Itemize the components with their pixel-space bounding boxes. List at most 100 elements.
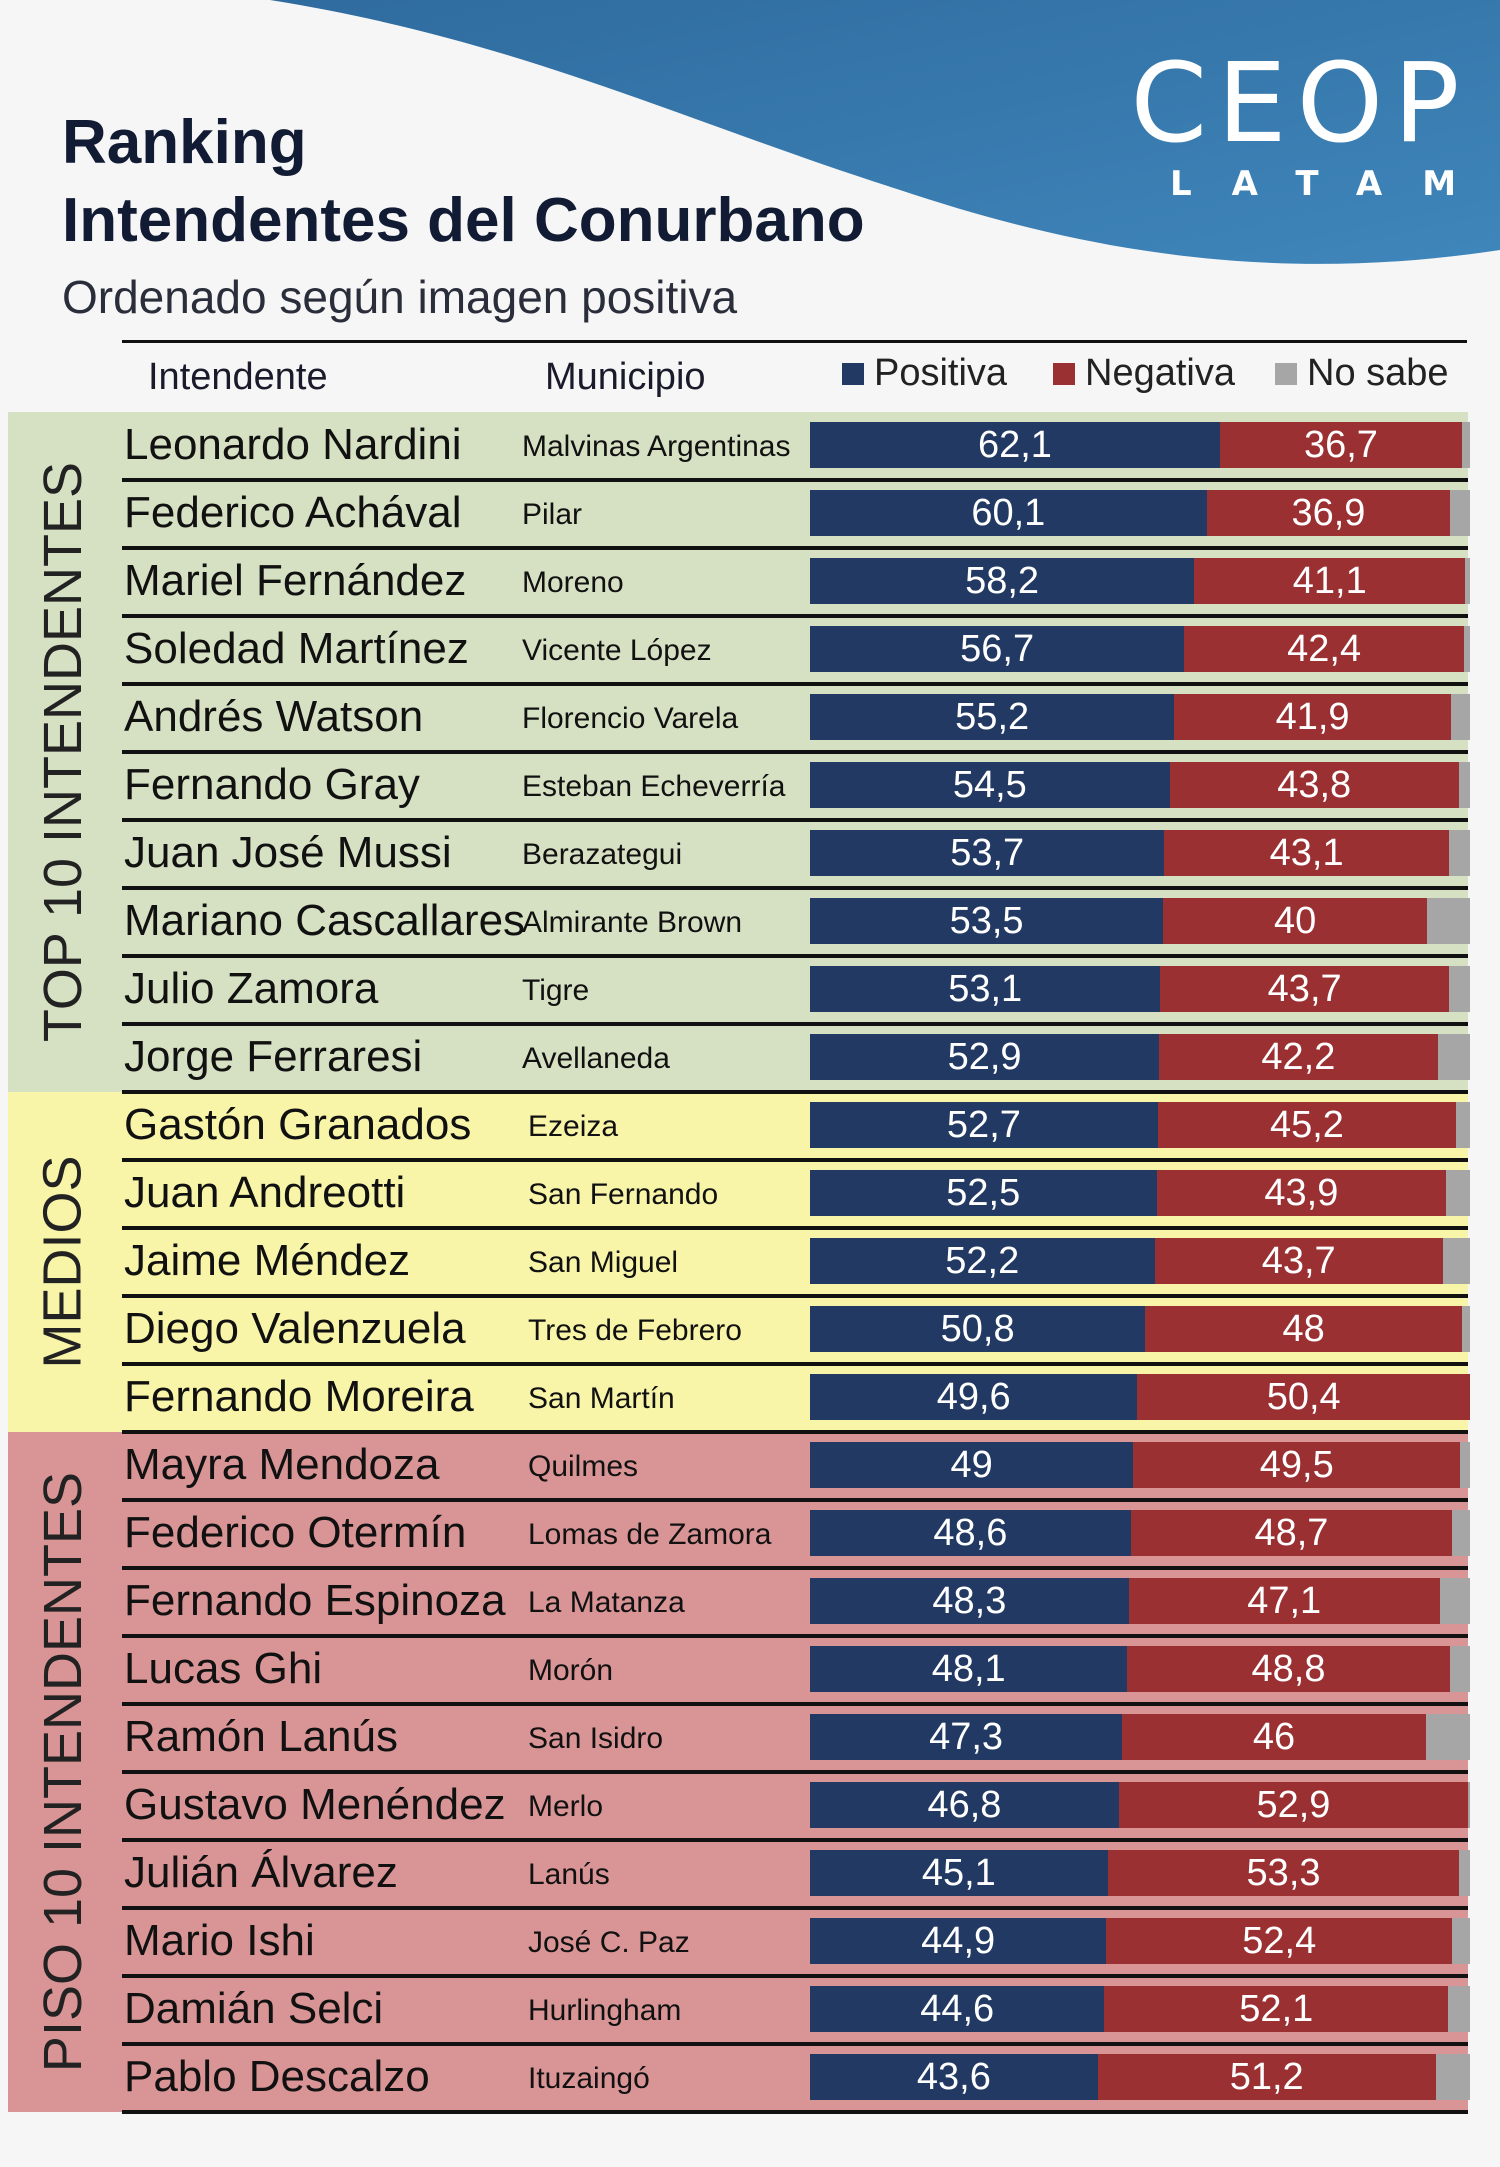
table-row: Juan Andreotti San Fernando 52,5 43,9 — [8, 1160, 1470, 1230]
municipio-name: Quilmes — [528, 1450, 639, 1483]
stacked-bar: 58,2 41,1 — [810, 558, 1470, 604]
row-divider — [122, 1294, 1468, 1298]
municipio-name: Almirante Brown — [522, 906, 743, 939]
intendente-name: Fernando Moreira — [124, 1372, 474, 1421]
bar-no-sabe — [1464, 626, 1470, 672]
bar-positiva: 50,8 — [810, 1306, 1146, 1352]
row-divider — [122, 1770, 1468, 1774]
bar-negativa: 48 — [1145, 1306, 1463, 1352]
bar-negativa: 43,8 — [1169, 762, 1459, 808]
bar-no-sabe — [1462, 422, 1470, 468]
row-divider — [122, 1226, 1468, 1230]
municipio-name: San Isidro — [528, 1722, 664, 1755]
municipio-name: Florencio Varela — [522, 702, 739, 735]
row-divider — [122, 1906, 1468, 1910]
municipio-name: La Matanza — [528, 1586, 685, 1619]
legend-positiva: Positiva — [842, 352, 1007, 395]
municipio-name: Merlo — [528, 1790, 604, 1823]
intendente-name: Soledad Martínez — [124, 624, 469, 673]
bar-positiva: 43,6 — [810, 2054, 1098, 2100]
table-row: Gastón Granados Ezeiza 52,7 45,2 — [8, 1092, 1470, 1162]
stacked-bar: 53,1 43,7 — [810, 966, 1470, 1012]
bar-positiva: 48,3 — [810, 1578, 1129, 1624]
municipio-name: Morón — [528, 1654, 614, 1687]
bar-positiva: 52,9 — [810, 1034, 1160, 1080]
legend-no-sabe: No sabe — [1275, 352, 1449, 395]
bar-no-sabe — [1462, 1306, 1470, 1352]
stacked-bar: 55,2 41,9 — [810, 694, 1470, 740]
stacked-bar: 46,8 52,9 — [810, 1782, 1470, 1828]
stacked-bar: 45,1 53,3 — [810, 1850, 1470, 1896]
bar-positiva: 46,8 — [810, 1782, 1119, 1828]
row-divider — [122, 1022, 1468, 1026]
bar-positiva: 44,6 — [810, 1986, 1105, 2032]
intendente-name: Fernando Gray — [124, 760, 420, 809]
legend-swatch-negativa — [1053, 362, 1075, 385]
table-row: Lucas Ghi Morón 48,1 48,8 — [8, 1636, 1470, 1706]
municipio-name: Berazategui — [522, 838, 683, 871]
municipio-name: San Martín — [528, 1382, 675, 1415]
bar-negativa: 43,9 — [1156, 1170, 1447, 1216]
legend-label-no-sabe: No sabe — [1307, 352, 1449, 394]
row-divider — [122, 2110, 1468, 2114]
bar-positiva: 45,1 — [810, 1850, 1108, 1896]
bar-negativa: 40 — [1163, 898, 1428, 944]
municipio-name: Ezeiza — [528, 1110, 619, 1143]
bar-no-sabe — [1452, 1510, 1470, 1556]
table-row: Mario Ishi José C. Paz 44,9 52,4 — [8, 1908, 1470, 1978]
bar-negativa: 42,4 — [1184, 626, 1465, 672]
bar-no-sabe — [1460, 1442, 1470, 1488]
table-row: Fernando Moreira San Martín 49,6 50,4 — [8, 1364, 1470, 1434]
table-row: Ramón Lanús San Isidro 47,3 46 — [8, 1704, 1470, 1774]
row-divider — [122, 750, 1468, 754]
bar-positiva: 58,2 — [810, 558, 1195, 604]
row-divider — [122, 682, 1468, 686]
table-row: Soledad Martínez Vicente López 56,7 42,4 — [8, 616, 1470, 686]
bar-no-sabe — [1425, 1714, 1470, 1760]
stacked-bar: 52,2 43,7 — [810, 1238, 1470, 1284]
municipio-name: San Miguel — [528, 1246, 679, 1279]
bar-negativa: 52,4 — [1106, 1918, 1453, 1964]
stacked-bar: 44,6 52,1 — [810, 1986, 1470, 2032]
column-header-municipio: Municipio — [545, 356, 706, 398]
bar-no-sabe — [1456, 1102, 1470, 1148]
stacked-bar: 48,3 47,1 — [810, 1578, 1470, 1624]
bar-negativa: 42,2 — [1159, 1034, 1438, 1080]
bar-no-sabe — [1427, 898, 1470, 944]
bar-positiva: 60,1 — [810, 490, 1207, 536]
legend-swatch-no-sabe — [1275, 362, 1297, 385]
intendente-name: Pablo Descalzo — [124, 2052, 430, 2101]
ceop-logo: CEOP LATAM — [1130, 39, 1497, 204]
bar-no-sabe — [1452, 1918, 1470, 1964]
column-header-intendente: Intendente — [148, 356, 328, 398]
row-divider — [122, 1430, 1468, 1434]
bar-negativa: 45,2 — [1157, 1102, 1457, 1148]
bar-negativa: 48,8 — [1127, 1646, 1450, 1692]
municipio-name: Lanús — [528, 1858, 610, 1891]
bar-no-sabe — [1448, 966, 1470, 1012]
municipio-name: Tigre — [522, 974, 590, 1007]
municipio-name: Ituzaingó — [528, 2062, 650, 2095]
page-subtitle: Ordenado según imagen positiva — [62, 271, 738, 323]
row-divider — [122, 954, 1468, 958]
row-divider — [122, 478, 1468, 482]
municipio-name: Pilar — [522, 498, 583, 531]
bar-positiva: 62,1 — [810, 422, 1220, 468]
municipio-name: Moreno — [522, 566, 624, 599]
bar-positiva: 52,5 — [810, 1170, 1157, 1216]
bar-negativa: 41,9 — [1174, 694, 1451, 740]
municipio-name: Tres de Febrero — [528, 1314, 742, 1347]
bar-positiva: 49,6 — [810, 1374, 1138, 1420]
intendente-name: Gustavo Menéndez — [124, 1780, 506, 1829]
intendente-name: Leonardo Nardini — [124, 420, 462, 469]
bar-negativa: 46 — [1122, 1714, 1426, 1760]
intendente-name: Mariano Cascallares — [124, 896, 526, 945]
table-row: Gustavo Menéndez Merlo 46,8 52,9 — [8, 1772, 1470, 1842]
table-row: Fernando Espinoza La Matanza 48,3 47,1 — [8, 1568, 1470, 1638]
bar-positiva: 49 — [810, 1442, 1134, 1488]
table-row: Mariel Fernández Moreno 58,2 41,1 — [8, 548, 1470, 618]
bar-no-sabe — [1468, 1782, 1470, 1828]
bar-positiva: 53,1 — [810, 966, 1161, 1012]
bar-positiva: 52,2 — [810, 1238, 1155, 1284]
legend-swatch-positiva — [842, 362, 864, 385]
